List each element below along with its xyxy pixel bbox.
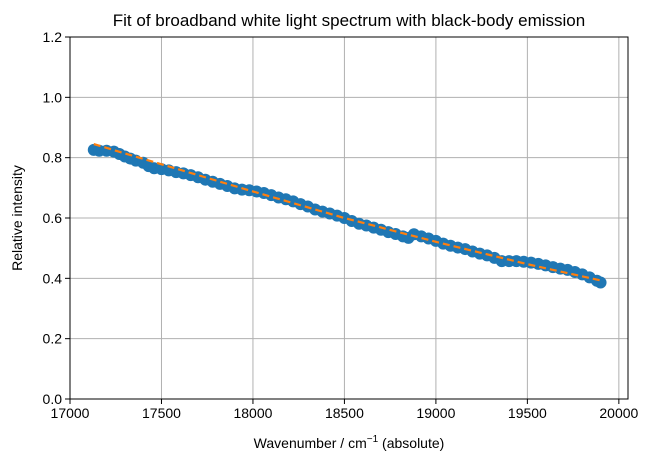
y-tick-label: 0.2 [43, 331, 63, 347]
y-axis-label: Relative intensity [9, 165, 25, 271]
x-tick-label: 17500 [142, 405, 181, 421]
x-axis-label: Wavenumber / cm−1 (absolute) [254, 434, 445, 451]
x-tick-label: 19000 [416, 405, 455, 421]
data-points [87, 143, 607, 289]
x-tick-label: 18500 [325, 405, 364, 421]
x-tick-label: 20000 [599, 405, 638, 421]
fit-line [93, 143, 601, 282]
y-tick-label: 0.4 [43, 270, 63, 286]
x-axis-ticks: 17000 17500 18000 18500 19000 19500 20000 [51, 399, 639, 421]
x-tick-label: 18000 [233, 405, 272, 421]
x-tick-label: 19500 [508, 405, 547, 421]
data-point [594, 276, 607, 289]
y-tick-label: 0.6 [43, 210, 63, 226]
x-axis-label-superscript: −1 [367, 434, 379, 445]
y-tick-label: 0.0 [43, 391, 63, 407]
y-tick-label: 1.2 [43, 29, 63, 45]
y-axis-ticks: 0.0 0.2 0.4 0.6 0.8 1.0 1.2 [43, 29, 70, 407]
x-tick-label: 17000 [51, 405, 90, 421]
y-tick-label: 1.0 [43, 89, 63, 105]
chart-title: Fit of broadband white light spectrum wi… [113, 11, 585, 30]
y-tick-label: 0.8 [43, 150, 63, 166]
